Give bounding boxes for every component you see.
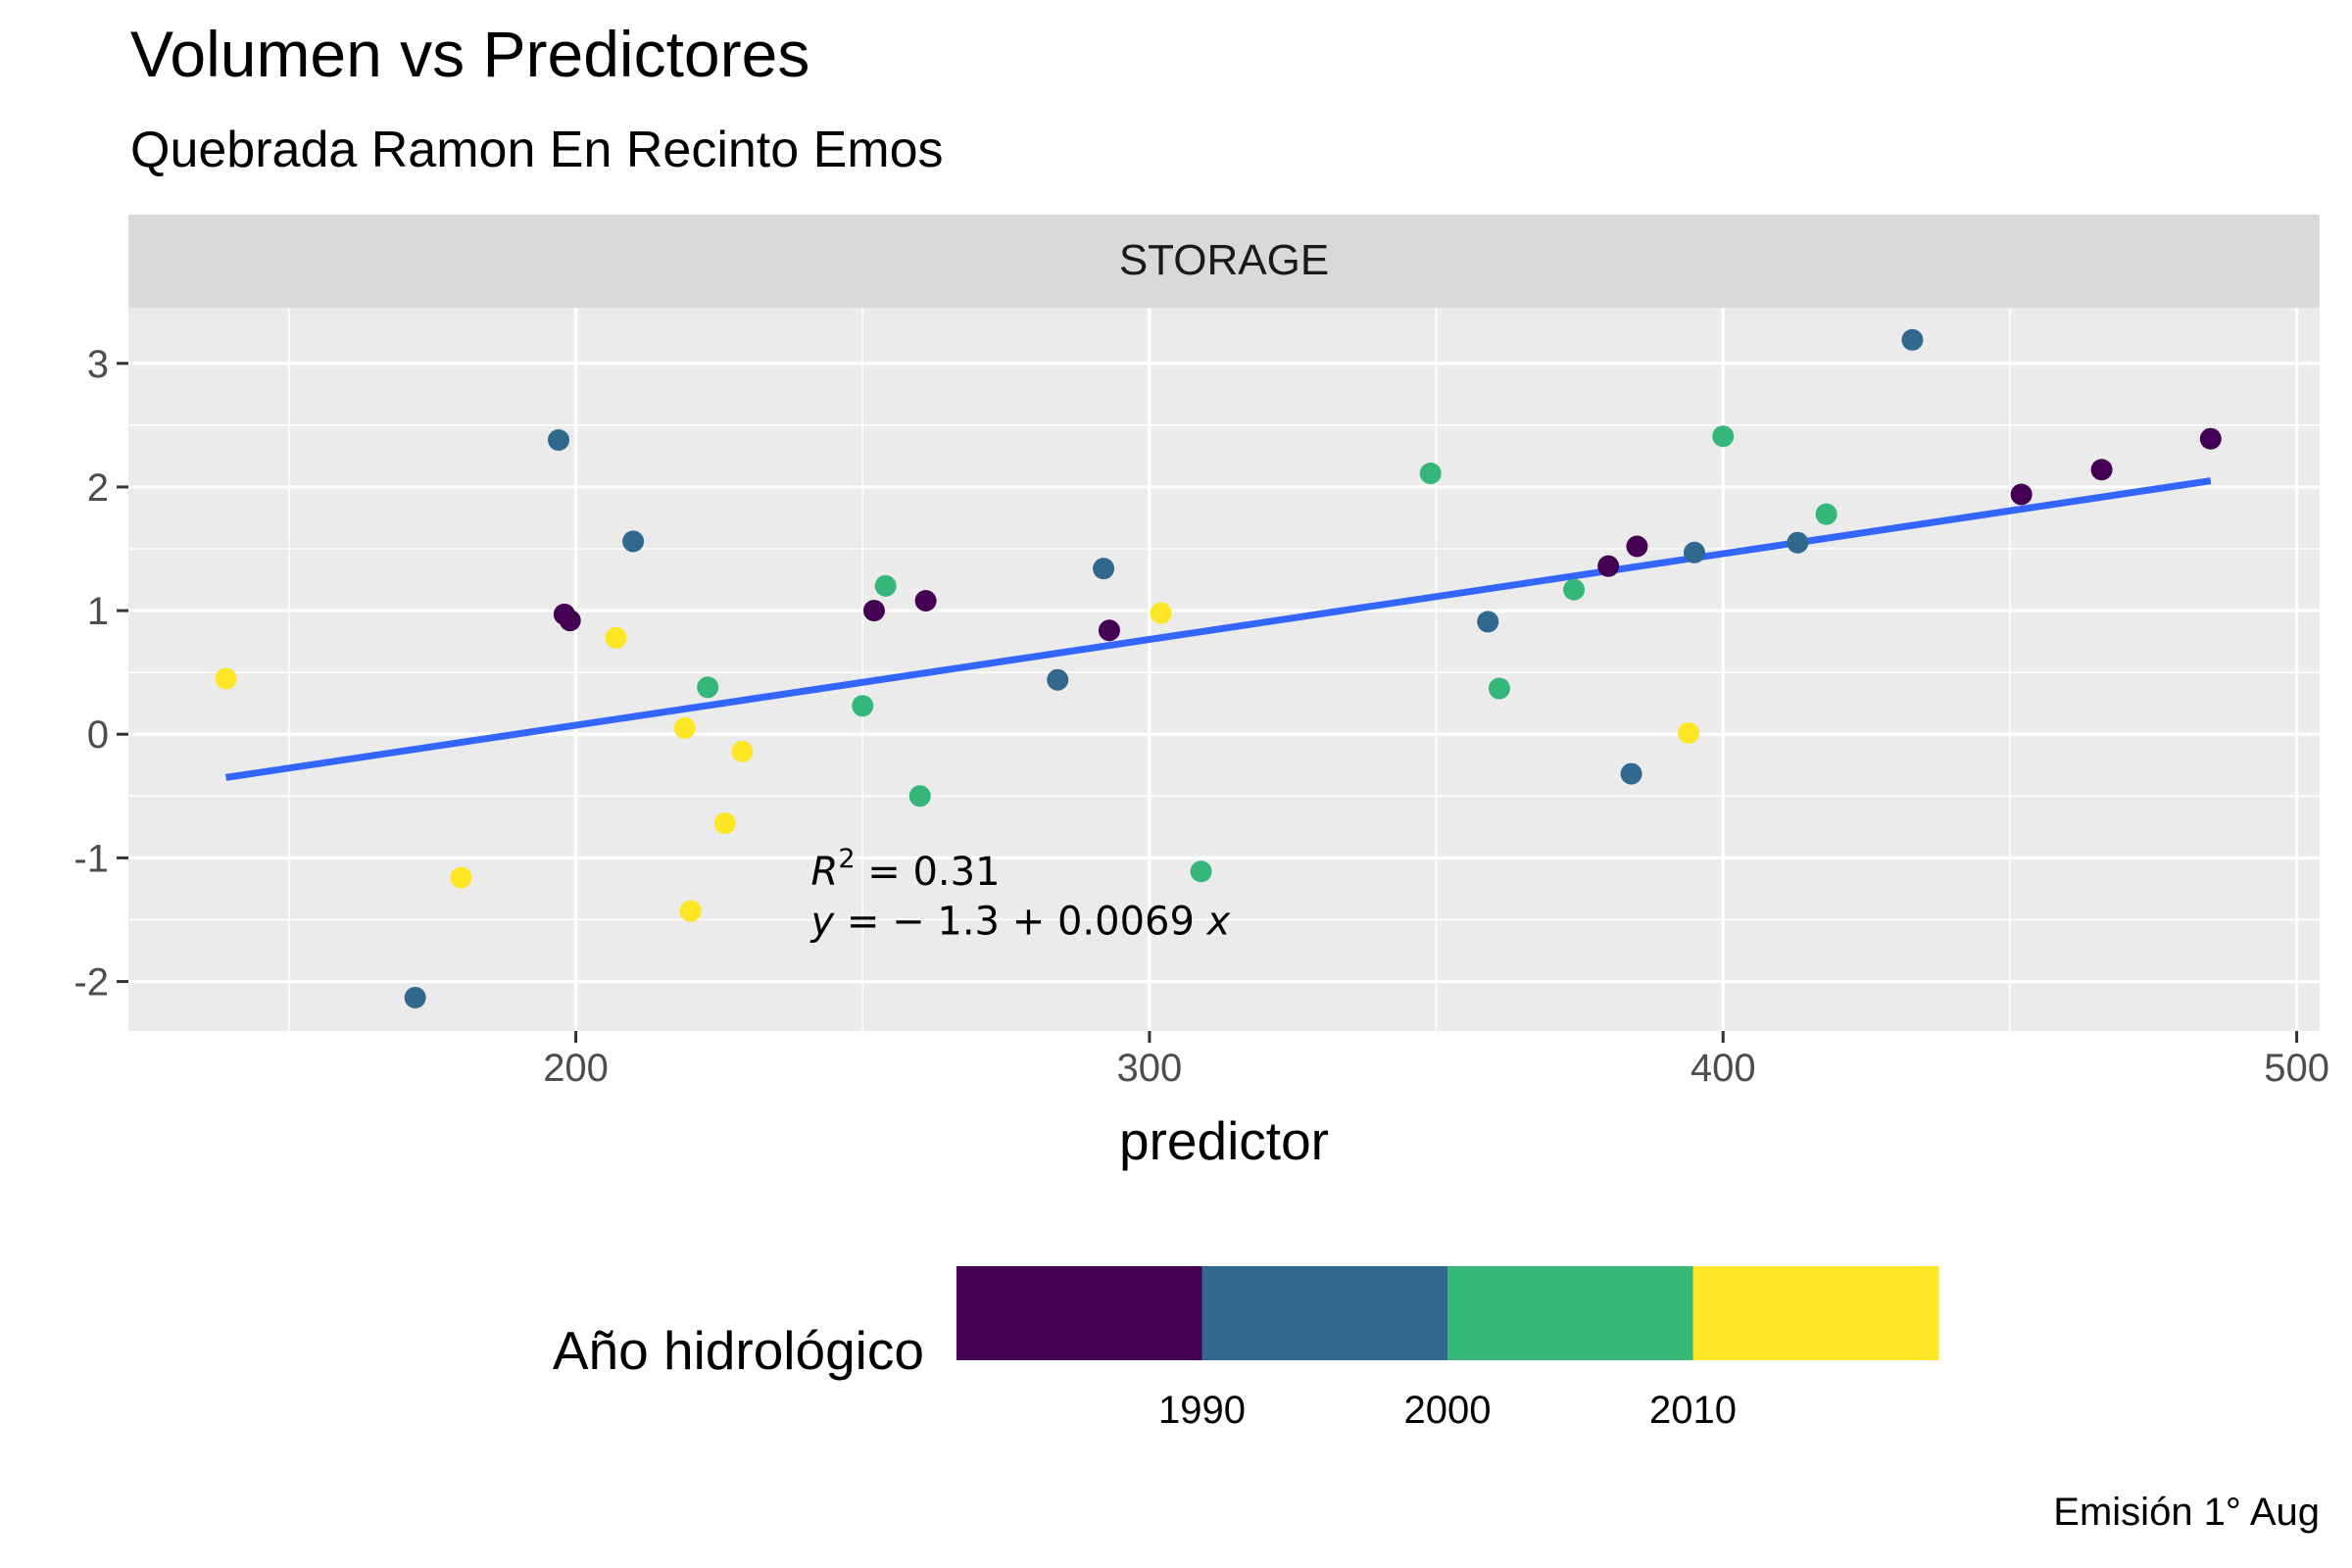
grid-major (128, 308, 2320, 1031)
data-point (1488, 677, 1510, 700)
data-point (1678, 721, 1700, 744)
equation-annotation: y = − 1.3 + 0.0069 x (810, 900, 1231, 945)
r2-annotation: R2 = 0.31 (811, 844, 1001, 895)
legend-swatch (1692, 1266, 1939, 1360)
data-point (1712, 425, 1735, 448)
r2-superscript: 2 (838, 844, 855, 874)
data-point (697, 676, 719, 699)
data-point (1620, 762, 1642, 785)
data-point (2090, 459, 2113, 481)
data-point (1093, 558, 1115, 580)
y-tick-label: 1 (87, 590, 109, 633)
plot-panel (128, 308, 2320, 1031)
chart-title: Volumen vs Predictores (130, 18, 809, 90)
x-tick-label: 300 (1117, 1047, 1183, 1090)
data-point (1815, 503, 1838, 525)
data-point (1597, 555, 1620, 577)
data-point (1563, 578, 1586, 601)
r2-symbol: R (811, 850, 839, 895)
legend-swatch (956, 1266, 1202, 1360)
data-point (1098, 619, 1120, 642)
x-axis: 200 300 400 500 (543, 1031, 2329, 1090)
data-point (1626, 535, 1648, 558)
data-point (1419, 463, 1442, 485)
data-point (1047, 668, 1069, 691)
legend-label: 2000 (1404, 1389, 1492, 1432)
legend-colorbar (956, 1266, 1939, 1360)
legend-labels: 1990 2000 2010 (1158, 1389, 1737, 1432)
x-tick-label: 500 (2264, 1047, 2329, 1090)
facet-strip (128, 215, 2320, 308)
y-tick-label: 2 (87, 466, 109, 510)
data-point (852, 695, 874, 717)
data-point (559, 610, 581, 632)
data-point (1683, 541, 1705, 564)
trend-line (224, 477, 2212, 781)
legend-label: 1990 (1158, 1389, 1246, 1432)
legend-swatch (1447, 1266, 1693, 1360)
legend-label: 2010 (1649, 1389, 1737, 1432)
y-tick-label: 3 (87, 343, 109, 386)
data-point (914, 589, 937, 612)
r2-value: = 0.31 (856, 850, 1001, 895)
y-tick-label: 0 (87, 713, 109, 757)
data-point (605, 626, 627, 649)
data-point (622, 530, 645, 553)
x-axis-title: predictor (1119, 1110, 1329, 1171)
data-point (874, 574, 897, 597)
data-point (215, 667, 237, 690)
equation-body: = − 1.3 + 0.0069 (834, 900, 1206, 945)
data-point (673, 716, 696, 739)
data-point (2010, 483, 2033, 506)
y-tick-label: -2 (74, 961, 109, 1004)
data-point (548, 428, 570, 451)
trend-line-layer (224, 477, 2212, 781)
facet-strip-label: STORAGE (1119, 236, 1329, 284)
equation-y: y (810, 900, 836, 945)
legend-title: Año hidrológico (553, 1320, 924, 1381)
chart-subtitle: Quebrada Ramon En Recinto Emos (130, 122, 944, 178)
data-points (215, 328, 2222, 1008)
y-axis: -2 -1 0 1 2 3 (74, 343, 128, 1004)
x-tick-label: 200 (543, 1047, 609, 1090)
data-point (1901, 328, 1924, 351)
data-point (1787, 531, 1809, 554)
legend: Año hidrológico 1990 2000 2010 (553, 1266, 1939, 1432)
data-point (1150, 602, 1172, 624)
data-point (450, 866, 472, 889)
x-tick-label: 400 (1690, 1047, 1756, 1090)
caption: Emisión 1° Aug (2053, 1491, 2320, 1534)
data-point (713, 812, 736, 835)
data-point (862, 600, 885, 622)
equation-x: x (1205, 900, 1231, 945)
grid-minor (128, 308, 2320, 1031)
data-point (1477, 611, 1499, 633)
legend-swatch (1201, 1266, 1448, 1360)
data-point (2199, 427, 2222, 450)
data-point (404, 986, 426, 1008)
data-point (1190, 860, 1212, 883)
regression-annotation: R2 = 0.31 y = − 1.3 + 0.0069 x (810, 844, 1231, 944)
y-tick-label: -1 (74, 837, 109, 880)
data-point (908, 785, 931, 808)
data-point (679, 900, 702, 922)
data-point (731, 740, 754, 762)
